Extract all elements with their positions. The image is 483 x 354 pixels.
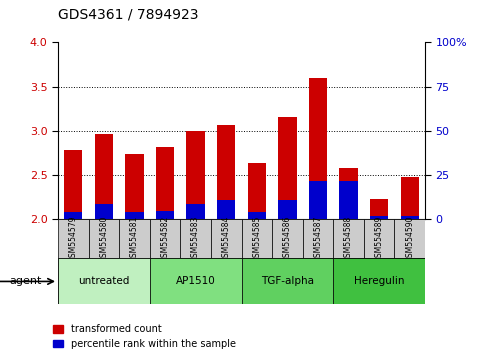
Text: GSM554590: GSM554590 (405, 216, 414, 262)
Bar (119, 219, 150, 258)
Bar (395, 219, 425, 258)
Bar (278, 117, 297, 219)
Text: GSM554580: GSM554580 (99, 216, 108, 262)
Bar (150, 219, 180, 258)
Bar (217, 125, 235, 219)
Bar (88, 219, 119, 258)
Bar (340, 181, 358, 219)
Bar (333, 219, 364, 258)
Bar (95, 133, 113, 219)
Bar (370, 199, 388, 219)
Text: GSM554585: GSM554585 (252, 216, 261, 262)
Bar (125, 154, 143, 219)
Bar (364, 219, 395, 258)
Bar (125, 212, 143, 219)
Text: untreated: untreated (78, 276, 129, 286)
Bar (272, 219, 303, 258)
Bar (58, 219, 88, 258)
Text: GSM554587: GSM554587 (313, 216, 323, 262)
Bar (58, 258, 150, 304)
Text: Heregulin: Heregulin (354, 276, 404, 286)
Bar (400, 177, 419, 219)
Text: GSM554584: GSM554584 (222, 216, 231, 262)
Bar (186, 204, 205, 219)
Text: agent: agent (10, 276, 42, 286)
Bar (217, 200, 235, 219)
Bar (95, 204, 113, 219)
Text: AP1510: AP1510 (176, 276, 215, 286)
Text: GSM554589: GSM554589 (375, 216, 384, 262)
Bar (180, 219, 211, 258)
Bar (211, 219, 242, 258)
Bar (340, 168, 358, 219)
Text: GSM554588: GSM554588 (344, 216, 353, 262)
Bar (303, 219, 333, 258)
Bar (248, 212, 266, 219)
Text: GDS4361 / 7894923: GDS4361 / 7894923 (58, 7, 199, 21)
Bar (400, 216, 419, 219)
Bar (156, 211, 174, 219)
Bar (186, 131, 205, 219)
Bar (242, 258, 333, 304)
Text: GSM554583: GSM554583 (191, 216, 200, 262)
Bar (242, 219, 272, 258)
Legend: transformed count, percentile rank within the sample: transformed count, percentile rank withi… (53, 324, 236, 349)
Bar (309, 181, 327, 219)
Bar (278, 200, 297, 219)
Bar (309, 78, 327, 219)
Text: GSM554581: GSM554581 (130, 216, 139, 262)
Bar (64, 150, 83, 219)
Bar (333, 258, 425, 304)
Bar (248, 163, 266, 219)
Text: GSM554582: GSM554582 (160, 216, 170, 262)
Bar (156, 147, 174, 219)
Text: TGF-alpha: TGF-alpha (261, 276, 314, 286)
Bar (370, 216, 388, 219)
Bar (64, 212, 83, 219)
Text: GSM554579: GSM554579 (69, 216, 78, 262)
Text: GSM554586: GSM554586 (283, 216, 292, 262)
Bar (150, 258, 242, 304)
